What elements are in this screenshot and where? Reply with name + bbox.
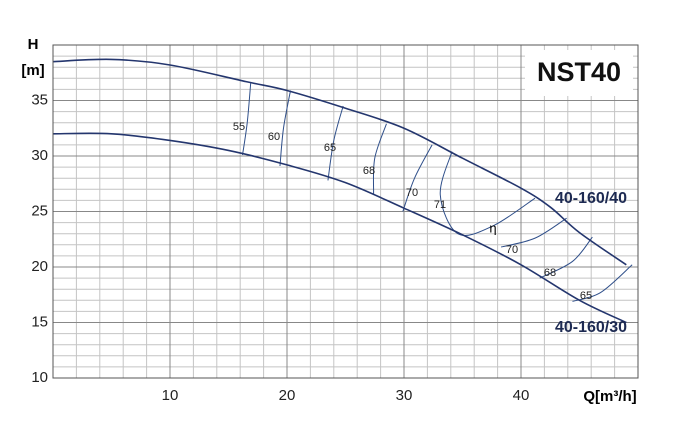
pump-curve <box>52 132 627 324</box>
y-axis-label: [m] <box>21 62 44 79</box>
y-tick-label: 25 <box>31 202 48 219</box>
efficiency-line <box>500 217 567 248</box>
pump-curve <box>52 58 627 266</box>
efficiency-line <box>439 151 536 237</box>
y-axis-label: H <box>28 36 39 53</box>
x-axis-label: Q[m³/h] <box>583 388 636 405</box>
efficiency-line <box>279 90 292 167</box>
title-box <box>525 50 633 96</box>
efficiency-label: 70 <box>506 244 518 256</box>
y-tick-label: 20 <box>31 258 48 275</box>
efficiency-label: 60 <box>268 131 280 143</box>
y-tick-label: 30 <box>31 147 48 164</box>
efficiency-label: 55 <box>233 121 245 133</box>
series-label: 40-160/30 <box>555 319 627 336</box>
grid <box>53 45 638 379</box>
efficiency-label: 65 <box>324 142 336 154</box>
x-tick-label: 40 <box>513 387 530 404</box>
y-tick-label: 15 <box>31 313 48 330</box>
y-tick-label: 35 <box>31 91 48 108</box>
efficiency-symbol: η <box>489 220 496 235</box>
x-tick-label: 20 <box>279 387 296 404</box>
chart-title: NST40 <box>537 57 621 87</box>
y-tick-label: 10 <box>31 369 48 386</box>
efficiency-label: 71 <box>434 199 446 211</box>
efficiency-label: 68 <box>544 267 556 279</box>
efficiency-line <box>372 123 387 194</box>
efficiency-label: 70 <box>406 187 418 199</box>
efficiency-label: 68 <box>363 165 375 177</box>
efficiency-lines: 55 60 65 68 70 71 70 68 65 <box>233 82 633 302</box>
curves <box>52 58 627 324</box>
efficiency-line <box>539 236 593 279</box>
efficiency-label: 65 <box>580 290 592 302</box>
efficiency-line <box>327 105 344 181</box>
plot-frame <box>52 44 639 379</box>
efficiency-line <box>242 82 252 155</box>
x-tick-label: 30 <box>396 387 413 404</box>
efficiency-line <box>402 144 433 212</box>
series-label: 40-160/40 <box>555 190 627 207</box>
x-tick-label: 10 <box>162 387 179 404</box>
